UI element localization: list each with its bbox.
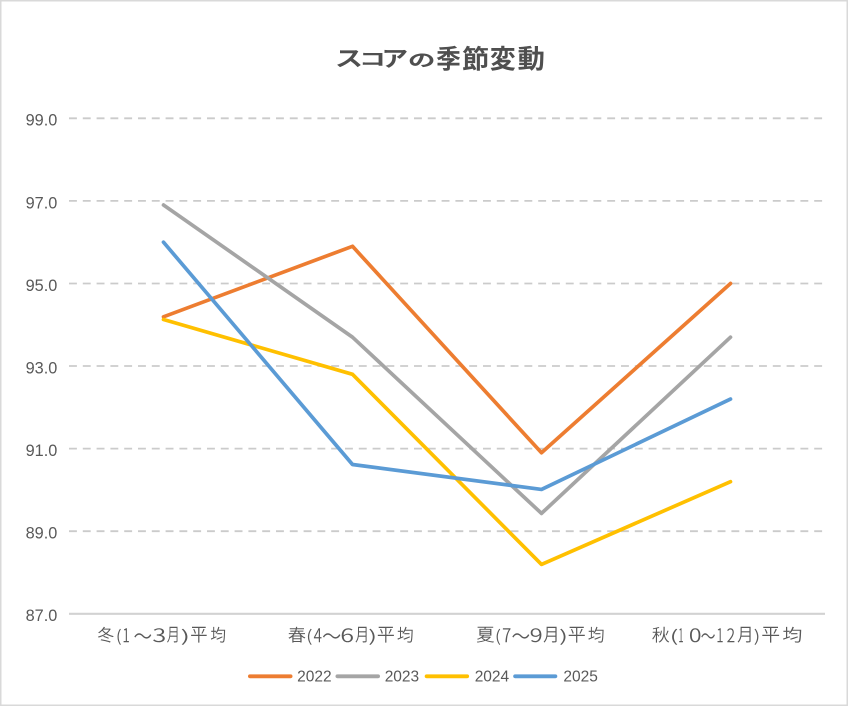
svg-text:89.0: 89.0	[26, 525, 58, 543]
svg-text:99.0: 99.0	[26, 112, 58, 130]
svg-text:2025: 2025	[563, 669, 597, 686]
svg-text:2023: 2023	[385, 669, 419, 686]
svg-text:87.0: 87.0	[26, 607, 58, 625]
svg-text:97.0: 97.0	[26, 194, 58, 212]
svg-text:91.0: 91.0	[26, 442, 58, 460]
svg-text:95.0: 95.0	[26, 277, 58, 295]
svg-text:93.0: 93.0	[26, 359, 58, 377]
svg-text:2022: 2022	[297, 669, 331, 686]
svg-text:2024: 2024	[475, 669, 510, 686]
